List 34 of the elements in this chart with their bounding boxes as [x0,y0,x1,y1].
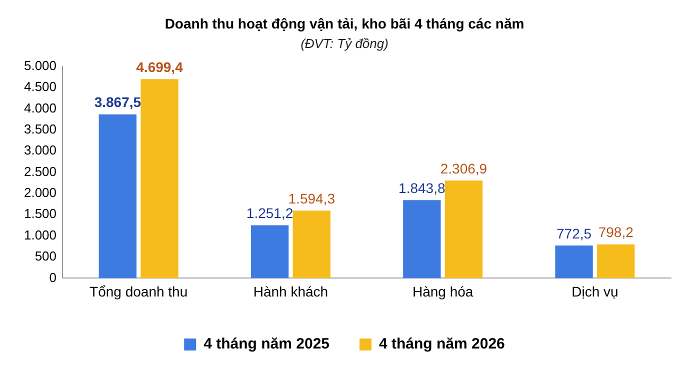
bar [98,114,136,278]
y-tick-label: 2.500 [24,164,57,179]
x-tick-label: Hành khách [253,283,328,300]
bar [444,180,483,278]
y-tick-label: 500 [34,248,57,264]
x-tick-label: Hàng hóa [412,283,474,300]
y-tick-label: 2.000 [24,185,57,200]
y-tick-label: 1.500 [24,206,57,222]
y-tick-label: 3.000 [24,142,57,158]
y-tick-label: 1.000 [24,227,57,242]
y-tick-label: 4.500 [24,79,57,94]
bar [597,244,635,278]
bar [555,245,593,278]
y-tick-label: 5.000 [24,58,57,73]
data-label: 2.306,9 [440,160,488,176]
x-tick-label: Dịch vụ [572,283,618,300]
chart-subtitle: (ĐVT: Tỷ đồng) [300,36,388,52]
bar [403,200,441,278]
y-tick-label: 0 [49,270,57,285]
x-tick-label: Tổng doanh thu [90,283,188,300]
bar [250,225,289,278]
y-tick-label: 4.000 [24,100,57,116]
legend-label: 4 tháng năm 2025 [204,336,330,353]
data-label: 1.594,3 [288,190,336,207]
legend-label: 4 tháng năm 2026 [379,336,505,353]
bar [292,210,330,278]
data-label: 1.843,8 [398,180,446,196]
data-label: 4.699,4 [136,58,184,75]
bar [140,79,178,278]
data-label: 772,5 [556,225,592,242]
y-tick-label: 3.500 [24,122,57,137]
data-label: 1.251,2 [246,205,294,222]
data-label: 798,2 [598,224,634,240]
chart-title: Doanh thu hoạt động vận tải, kho bãi 4 tháng các năm [164,15,524,32]
